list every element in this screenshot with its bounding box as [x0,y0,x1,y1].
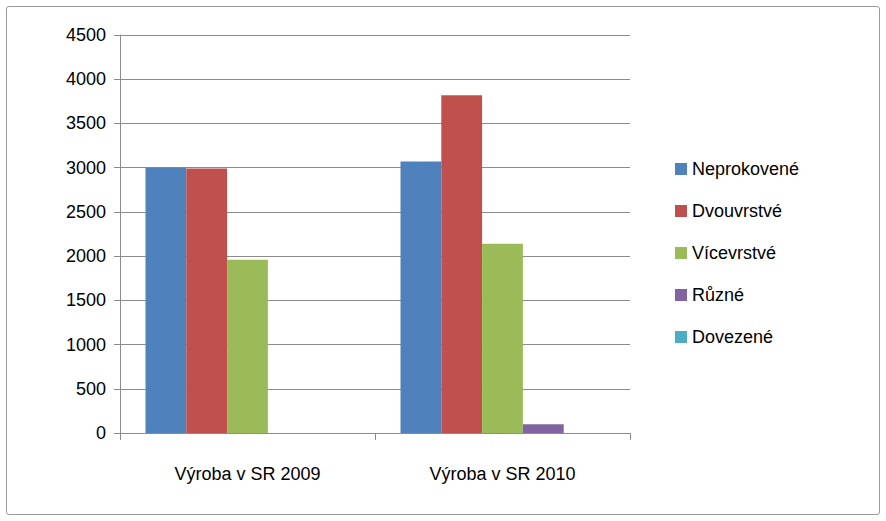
svg-text:3500: 3500 [66,113,106,133]
svg-text:Vícevrstvé: Vícevrstvé [692,243,776,263]
svg-text:Dvouvrstvé: Dvouvrstvé [692,201,782,221]
svg-text:4000: 4000 [66,69,106,89]
svg-text:2500: 2500 [66,202,106,222]
svg-text:Výroba v SR 2009: Výroba v SR 2009 [174,464,320,484]
svg-text:1500: 1500 [66,290,106,310]
svg-text:Neprokovené: Neprokovené [692,159,799,179]
svg-text:4500: 4500 [66,25,106,45]
svg-text:3000: 3000 [66,158,106,178]
svg-text:Dovezené: Dovezené [692,327,773,347]
svg-text:1000: 1000 [66,335,106,355]
svg-text:500: 500 [76,379,106,399]
svg-text:Různé: Různé [692,285,744,305]
svg-text:Výroba v SR 2010: Výroba v SR 2010 [429,464,575,484]
svg-text:0: 0 [96,423,106,443]
svg-text:2000: 2000 [66,246,106,266]
